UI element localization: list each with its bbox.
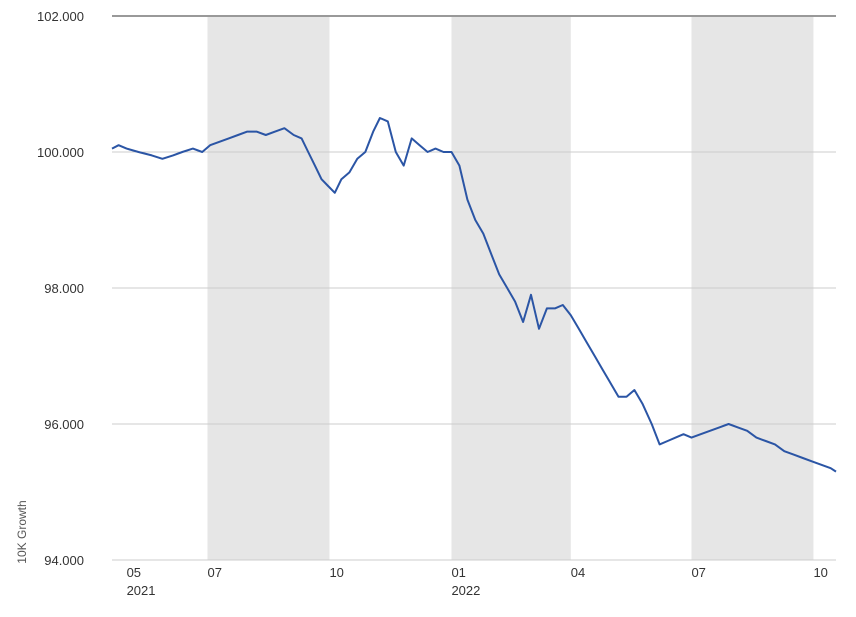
y-tick-label: 94.000 — [44, 553, 84, 568]
series-line-0 — [111, 117, 837, 473]
x-tick-label: 10 — [329, 565, 343, 580]
y-tick-label: 96.000 — [44, 417, 84, 432]
x-tick-label: 07 — [691, 565, 705, 580]
x-axis-ticks: 05 2021 07 10 01 2022 04 07 10 — [127, 565, 828, 598]
x-tick-label: 07 — [207, 565, 221, 580]
y-axis-label: 10K Growth — [15, 500, 29, 563]
x-tick-label: 10 — [813, 565, 827, 580]
x-tick-year-label: 2021 — [127, 583, 156, 598]
y-tick-label: 100.000 — [37, 145, 84, 160]
y-axis-ticks: 102.000 100.000 98.000 96.000 94.000 — [37, 9, 84, 568]
y-tick-label: 102.000 — [37, 9, 84, 24]
series-group — [111, 117, 837, 473]
x-tick-label: 04 — [571, 565, 585, 580]
x-tick-label: 05 — [127, 565, 141, 580]
x-tick-label: 01 — [451, 565, 465, 580]
y-tick-label: 98.000 — [44, 281, 84, 296]
gridlines — [112, 15, 836, 561]
x-tick-year-label: 2022 — [451, 583, 480, 598]
